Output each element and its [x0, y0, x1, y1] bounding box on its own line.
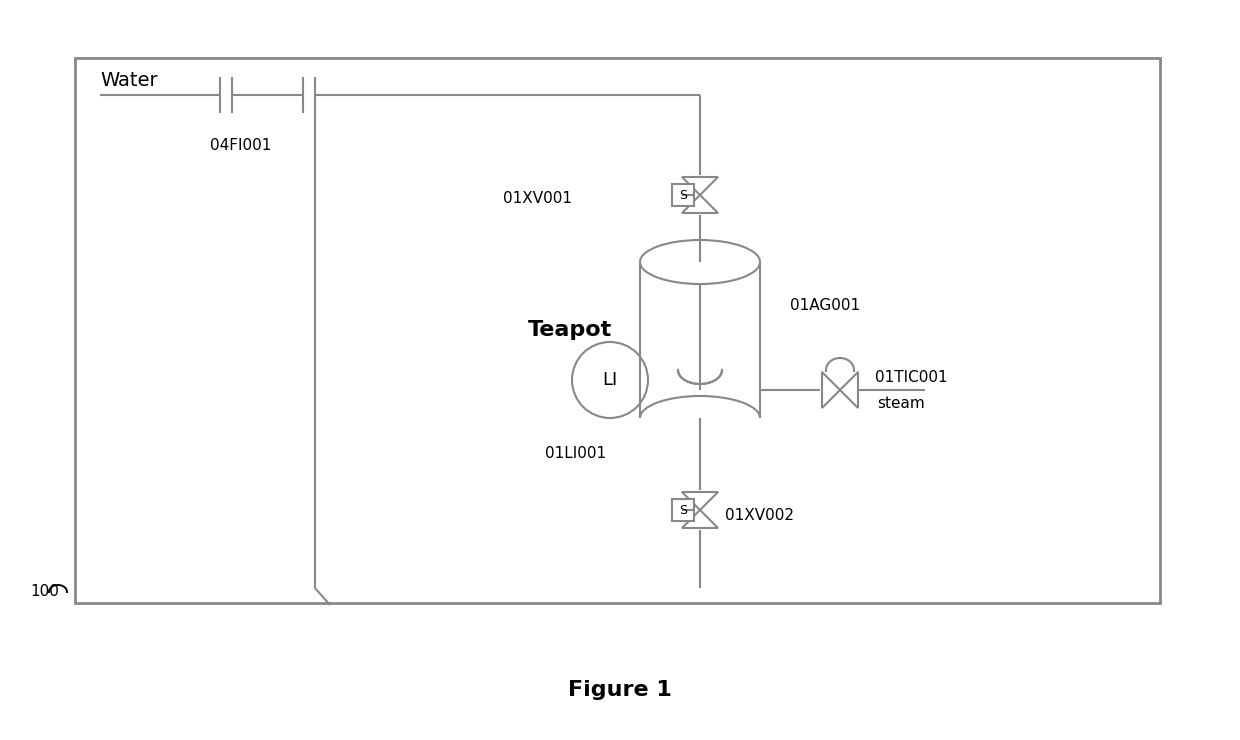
- Polygon shape: [682, 177, 718, 195]
- Bar: [74, 58, 1159, 603]
- Text: Teapot: Teapot: [528, 320, 613, 340]
- Text: 04FI001: 04FI001: [210, 138, 272, 152]
- Polygon shape: [682, 510, 718, 528]
- Text: S: S: [680, 503, 687, 517]
- Circle shape: [572, 342, 649, 418]
- Text: 01LI001: 01LI001: [546, 445, 606, 460]
- Text: LI: LI: [603, 371, 618, 389]
- Polygon shape: [839, 372, 858, 408]
- Text: Figure 1: Figure 1: [568, 680, 672, 700]
- Polygon shape: [682, 195, 718, 213]
- Bar: [672, 184, 694, 206]
- Text: S: S: [680, 189, 687, 201]
- Text: 01XV001: 01XV001: [503, 190, 572, 206]
- Text: steam: steam: [877, 395, 925, 411]
- Bar: [672, 499, 694, 521]
- Text: 01AG001: 01AG001: [790, 297, 861, 312]
- Text: 01XV002: 01XV002: [725, 508, 794, 522]
- Text: Water: Water: [100, 70, 157, 90]
- Polygon shape: [682, 492, 718, 510]
- Text: 100: 100: [30, 585, 58, 599]
- Polygon shape: [822, 372, 839, 408]
- Text: 01TIC001: 01TIC001: [875, 369, 947, 385]
